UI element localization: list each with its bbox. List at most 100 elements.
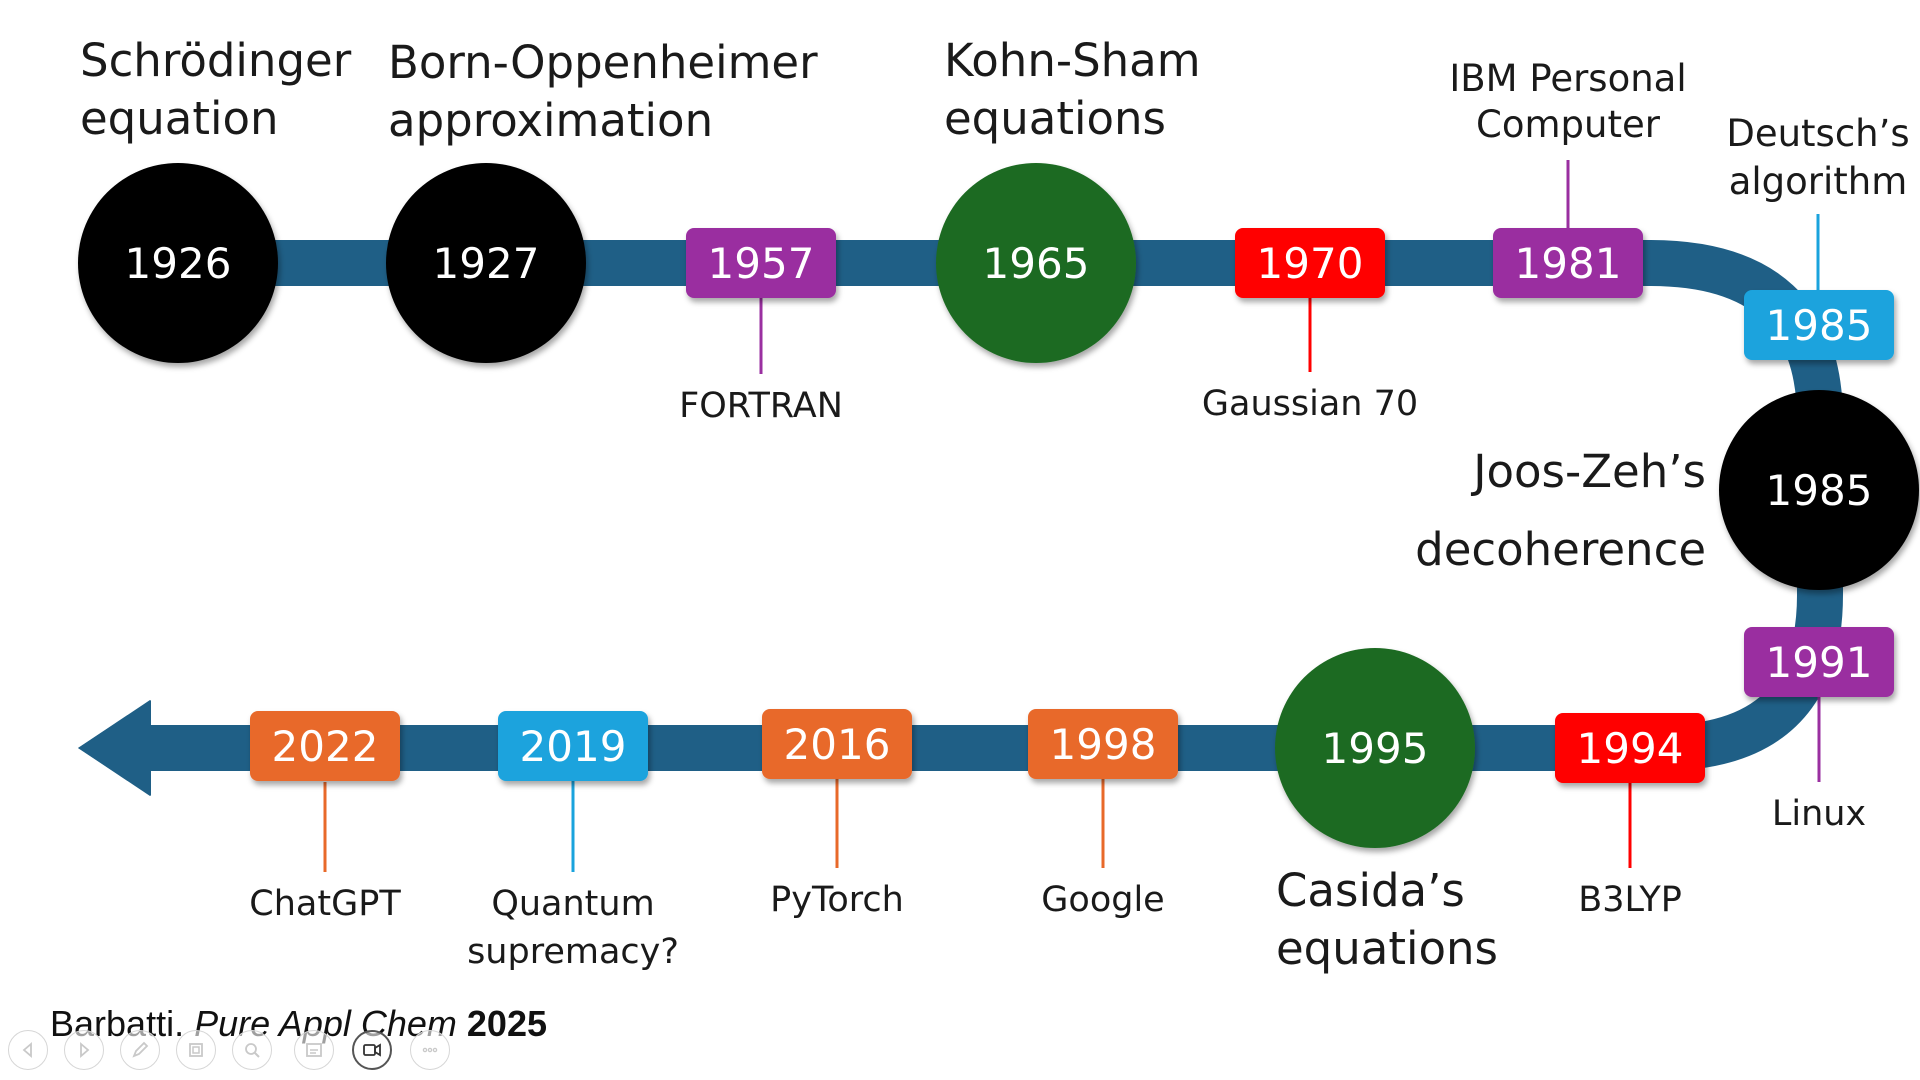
event-1995-node: 1995: [1275, 648, 1475, 848]
event-box: [1555, 713, 1705, 783]
label-line: algorithm: [1728, 160, 1908, 203]
label-line: Computer: [1476, 103, 1660, 146]
label-joos-zeh-decoherence: Joos-Zeh’s decoherence: [1415, 433, 1706, 589]
video-camera-button[interactable]: [352, 1030, 392, 1070]
label-line: Quantum: [491, 884, 655, 924]
event-year-label: 1927: [433, 239, 540, 288]
label-line: Kohn-Sham: [944, 34, 1201, 87]
arrowhead-fill: [78, 700, 151, 796]
more-options-button[interactable]: [410, 1030, 450, 1070]
label-line: approximation: [388, 94, 714, 147]
event-circle: [78, 163, 278, 363]
event-1970-node: 1970: [1235, 228, 1385, 298]
event-1998-node: 1998: [1028, 709, 1178, 779]
event-year-label: 1957: [708, 239, 815, 288]
next-slide-button[interactable]: [64, 1030, 104, 1070]
event-year-label: 2016: [784, 720, 891, 769]
label-line: supremacy?: [467, 932, 679, 972]
event-1981-node: 1981: [1493, 228, 1643, 298]
event-year-label: 2022: [272, 722, 379, 771]
label-pytorch: PyTorch: [770, 876, 904, 924]
previous-slide-button[interactable]: [8, 1030, 48, 1070]
event-1985a-node: 1985: [1744, 290, 1894, 360]
label-line: equation: [80, 92, 279, 145]
label-line: Born-Oppenheimer: [388, 36, 818, 89]
citation-year: 2025: [466, 1003, 547, 1044]
pen-icon: [132, 1041, 149, 1058]
label-ibm-personal-computer: IBM Personal Computer: [1449, 56, 1686, 148]
label-line: equations: [944, 92, 1166, 145]
event-year-label: 1985: [1766, 466, 1873, 515]
event-box: [1028, 709, 1178, 779]
label-line: equations: [1276, 922, 1498, 975]
event-circle: [1719, 390, 1919, 590]
label-line: Deutsch’s: [1726, 112, 1910, 155]
event-box: [1235, 228, 1385, 298]
label-line: FORTRAN: [679, 386, 843, 426]
label-line: Schrödinger: [80, 34, 352, 87]
event-box: [250, 711, 400, 781]
slides-grid-icon: [189, 1043, 203, 1057]
event-1926-node: 1926: [78, 163, 278, 363]
video-camera-icon: [363, 1043, 381, 1057]
event-circle: [1275, 648, 1475, 848]
event-1965-node: 1965: [936, 163, 1136, 363]
label-line: Linux: [1771, 794, 1867, 834]
label-deutsch-algorithm: Deutsch’s algorithm: [1726, 110, 1909, 206]
label-casida-equations: Casida’s equations: [1276, 862, 1498, 978]
label-line: Gaussian 70: [1201, 384, 1419, 424]
pen-button[interactable]: [120, 1030, 160, 1070]
label-schrodinger-equation: Schrödinger equation: [80, 32, 351, 148]
label-gaussian-70: Gaussian 70: [1202, 380, 1418, 428]
subtitles-button[interactable]: [294, 1030, 334, 1070]
label-line: Joos-Zeh’s: [1473, 445, 1706, 498]
event-circle: [386, 163, 586, 363]
event-box: [1744, 290, 1894, 360]
label-line: IBM Personal: [1449, 57, 1687, 100]
event-year-label: 1926: [125, 239, 232, 288]
label-fortran: FORTRAN: [679, 382, 843, 430]
label-born-oppenheimer: Born-Oppenheimer approximation: [388, 34, 818, 150]
label-line: decoherence: [1415, 523, 1706, 576]
next-slide-icon: [80, 1042, 90, 1058]
event-year-label: 1998: [1050, 720, 1157, 769]
label-kohn-sham: Kohn-Sham equations: [944, 32, 1201, 148]
event-1994-node: 1994: [1555, 713, 1705, 783]
more-options-icon: [422, 1047, 438, 1053]
label-line: PyTorch: [770, 880, 904, 920]
event-box: [1493, 228, 1643, 298]
label-line: Google: [1041, 880, 1165, 920]
event-circle: [936, 163, 1136, 363]
zoom-button[interactable]: [232, 1030, 272, 1070]
event-year-label: 1994: [1577, 724, 1684, 773]
event-year-label: 1981: [1515, 239, 1622, 288]
label-chatgpt: ChatGPT: [249, 880, 400, 928]
event-year-label: 1991: [1766, 638, 1873, 687]
label-b3lyp: B3LYP: [1578, 876, 1682, 924]
event-1957-node: 1957: [686, 228, 836, 298]
event-2022-node: 2022: [250, 711, 400, 781]
event-year-label: 1985: [1766, 301, 1873, 350]
event-year-label: 1995: [1322, 724, 1429, 773]
subtitles-icon: [306, 1043, 322, 1057]
event-year-label: 2019: [520, 722, 627, 771]
event-box: [1744, 627, 1894, 697]
event-2016-node: 2016: [762, 709, 912, 779]
label-line: ChatGPT: [249, 884, 401, 924]
zoom-icon: [245, 1043, 260, 1058]
event-year-label: 1965: [983, 239, 1090, 288]
label-line: Casida’s: [1276, 864, 1465, 917]
label-line: B3LYP: [1578, 880, 1682, 920]
event-1985b-node: 1985: [1719, 390, 1919, 590]
event-box: [498, 711, 648, 781]
event-1927-node: 1927: [386, 163, 586, 363]
event-year-label: 1970: [1257, 239, 1364, 288]
slides-grid-button[interactable]: [176, 1030, 216, 1070]
event-box: [762, 709, 912, 779]
label-quantum-supremacy: Quantum supremacy?: [467, 880, 679, 976]
event-box: [686, 228, 836, 298]
event-2019-node: 2019: [498, 711, 648, 781]
label-google: Google: [1041, 876, 1164, 924]
